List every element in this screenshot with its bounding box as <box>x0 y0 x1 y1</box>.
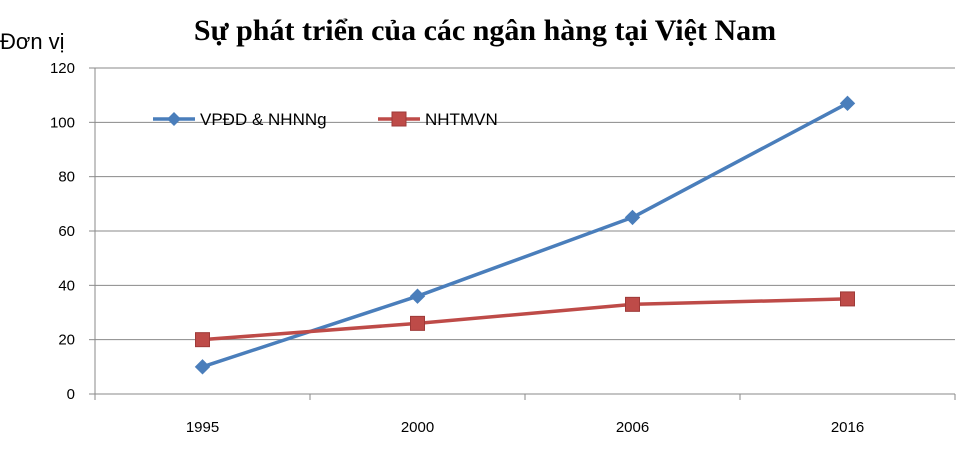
legend-item-1: VPĐD & NHNNg <box>153 110 327 129</box>
legend-item-2: NHTMVN <box>378 110 498 129</box>
data-point-diamond <box>624 209 641 226</box>
x-tick-label: 2000 <box>401 419 434 436</box>
x-tick-label: 2006 <box>616 419 649 436</box>
data-point-square <box>625 296 640 312</box>
legend-marker-diamond <box>167 112 181 126</box>
data-point-diamond <box>194 359 211 375</box>
y-tick-label: 80 <box>58 169 75 186</box>
y-axis-label: Đơn vị <box>0 29 65 54</box>
series-line <box>202 297 848 342</box>
y-tick-label: 40 <box>58 277 75 294</box>
x-tick-label: 1995 <box>186 419 219 436</box>
series-line <box>201 101 849 369</box>
data-point-square <box>410 315 425 331</box>
y-tick-label: 100 <box>50 114 75 131</box>
y-tick-label: 120 <box>50 60 75 77</box>
y-tick-label: 20 <box>58 332 75 349</box>
legend-marker-square <box>391 111 407 127</box>
grid-lines <box>95 67 955 341</box>
series-2 <box>195 291 855 348</box>
chart-title: Sự phát triển của các ngân hàng tại Việt… <box>194 14 776 47</box>
legend-label: NHTMVN <box>425 110 498 129</box>
data-point-square <box>840 291 855 307</box>
axes: 0 20 40 60 80 100 120 1995 2000 2006 2016 <box>50 60 956 436</box>
series-layer <box>194 95 856 375</box>
legend-label: VPĐD & NHNNg <box>200 110 327 129</box>
data-point-diamond <box>409 288 426 304</box>
data-point-square <box>195 332 210 348</box>
data-point-diamond <box>839 95 856 112</box>
x-tick-label: 2016 <box>831 419 864 436</box>
y-tick-label: 60 <box>58 223 75 240</box>
legend: VPĐD & NHNNg NHTMVN <box>153 110 498 129</box>
y-tick-label: 0 <box>67 386 75 403</box>
